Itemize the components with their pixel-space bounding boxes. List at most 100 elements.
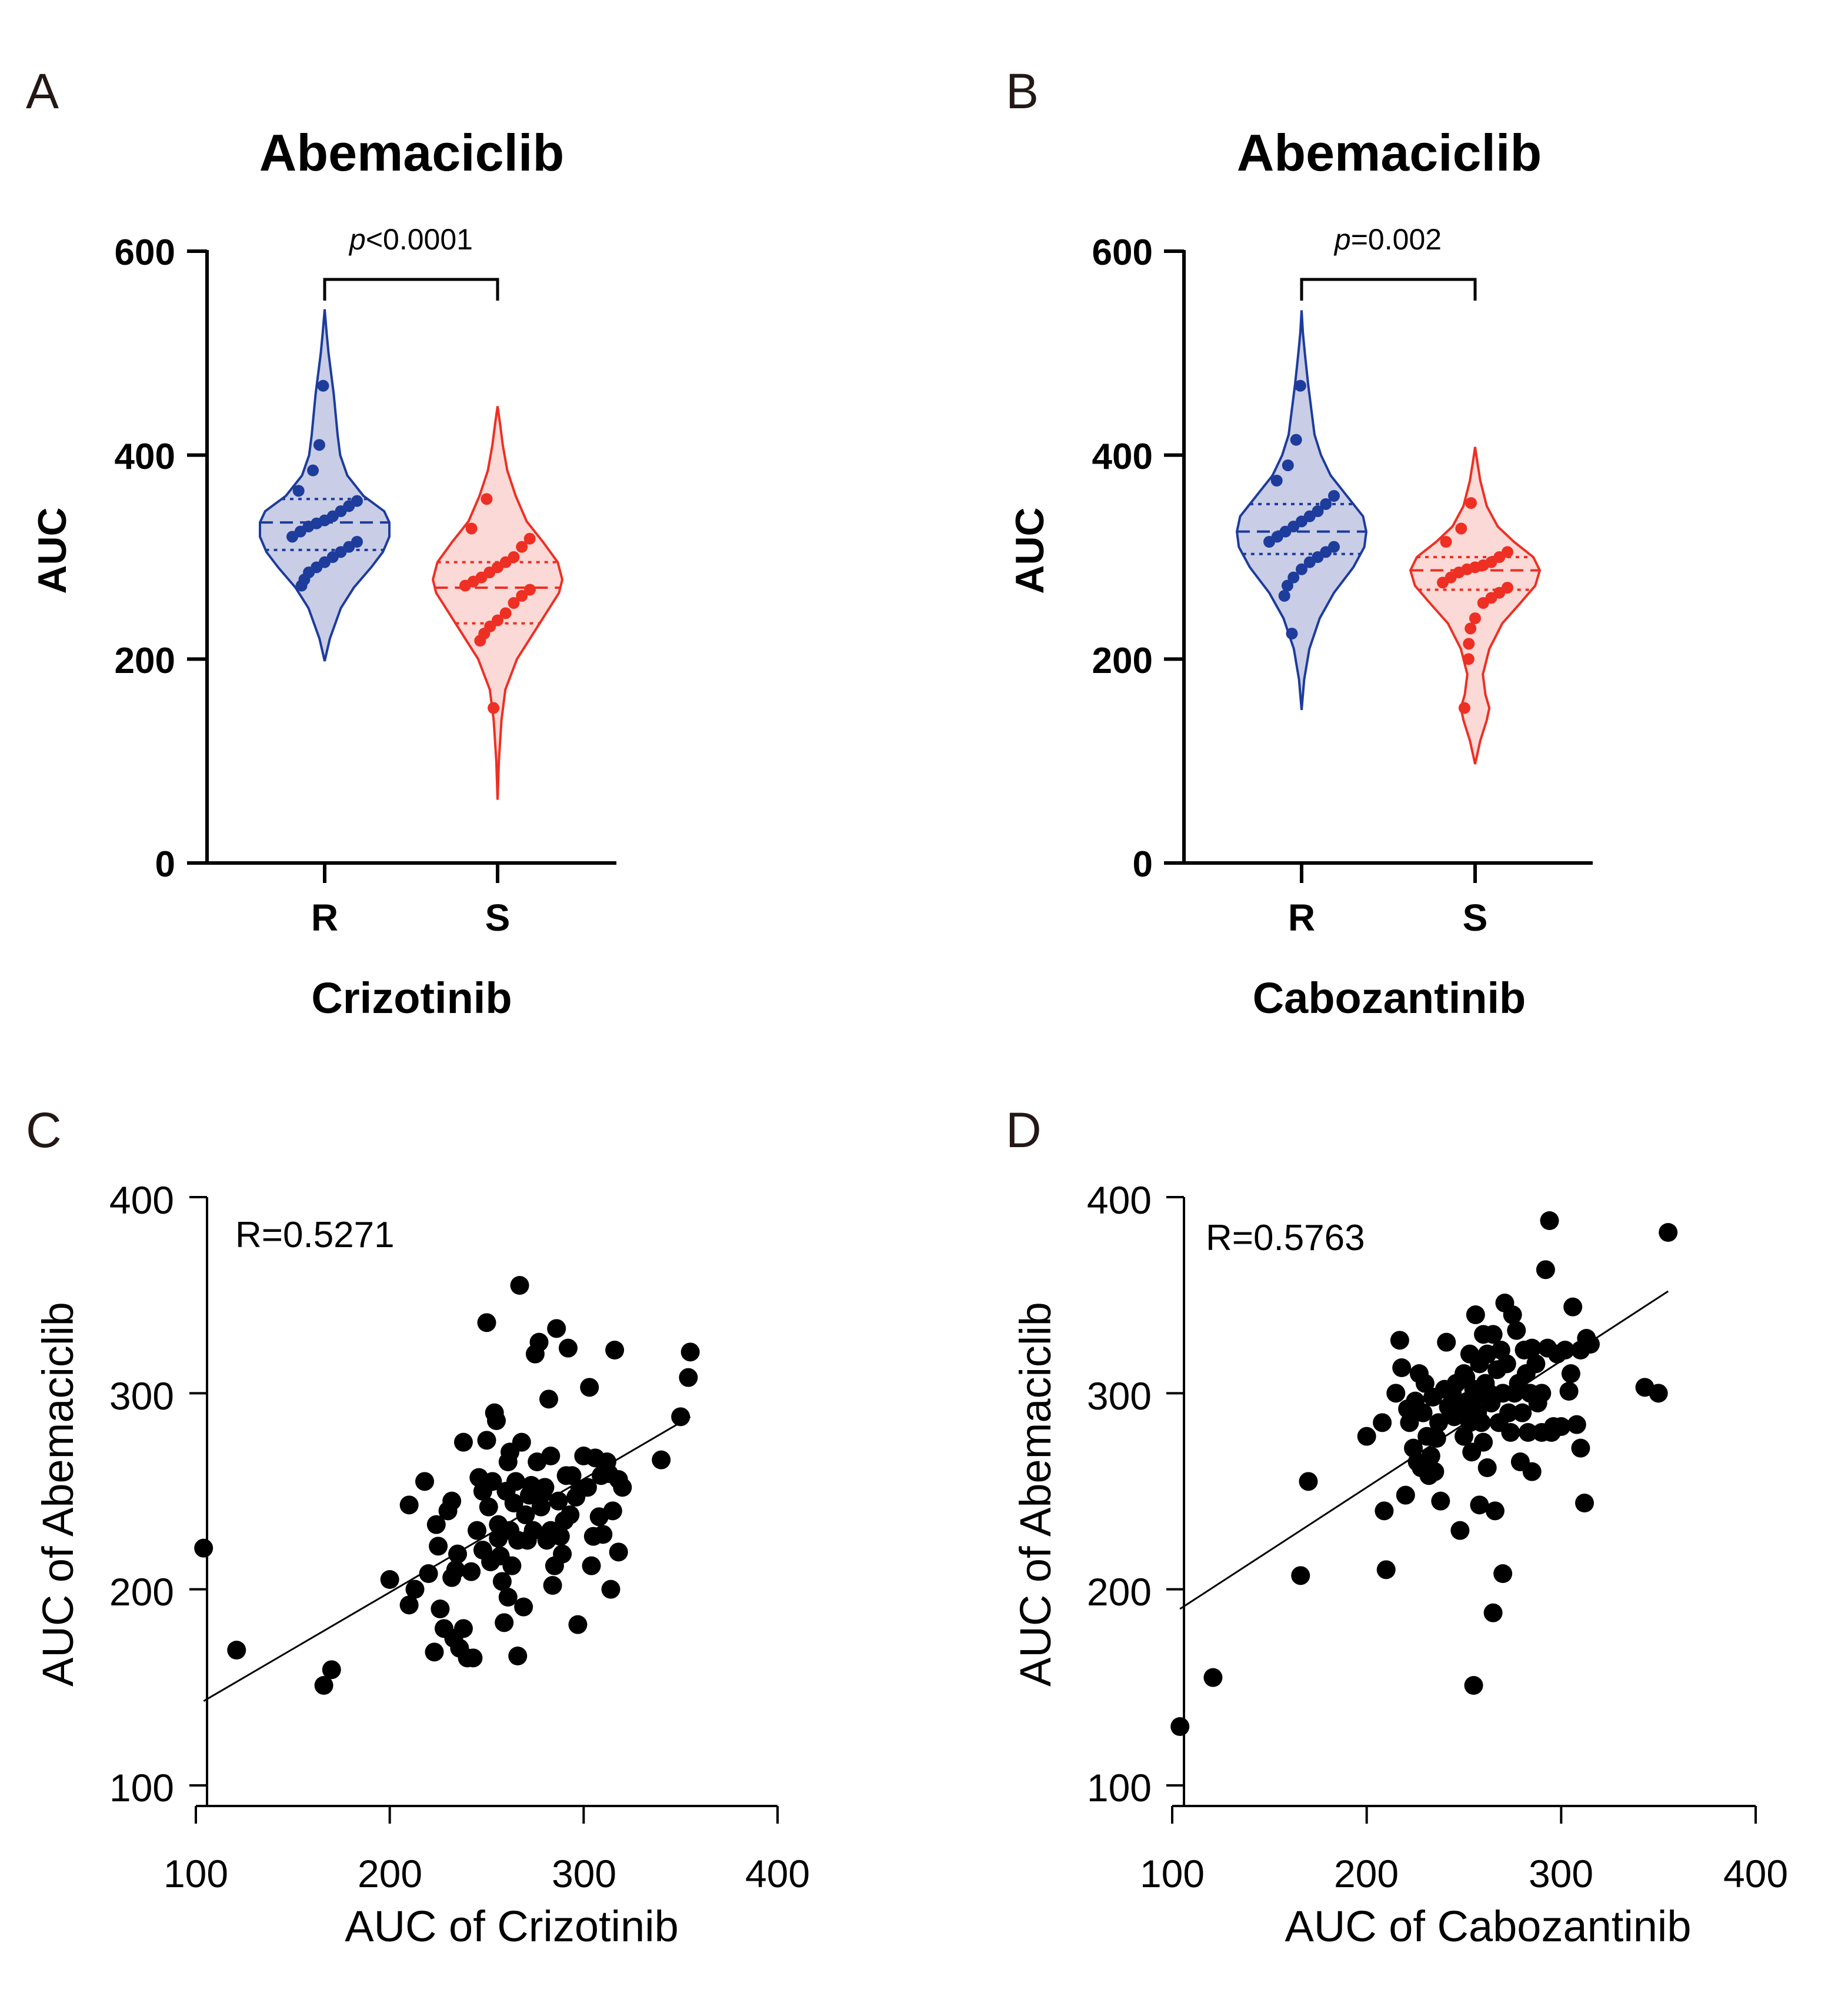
panel-d-point xyxy=(1575,1494,1595,1512)
panel-c-plot xyxy=(189,1196,779,1824)
panel-a-plot xyxy=(187,249,616,883)
panel-d-point xyxy=(1526,1354,1546,1374)
panel-b-violin-r-point xyxy=(1320,498,1332,510)
panel-d-point xyxy=(1552,1417,1571,1436)
panel-d-xtick-400: 400 xyxy=(1723,1852,1788,1895)
panel-b-violin-r-point xyxy=(1312,505,1324,517)
panel-b-violin-s-point xyxy=(1463,638,1475,650)
panel-d-point xyxy=(1299,1472,1318,1491)
panel-b-violin-r-point xyxy=(1270,475,1283,486)
panel-c-point xyxy=(580,1378,599,1397)
panel-d-point xyxy=(1499,1403,1519,1422)
panel-b-violin-s-point xyxy=(1440,536,1452,548)
panel-d-point xyxy=(1474,1432,1493,1452)
panel-c-point xyxy=(462,1562,481,1581)
panel-d-point xyxy=(1415,1374,1435,1393)
panel-d-point xyxy=(1357,1427,1376,1446)
panel-a-ytick-200: 200 xyxy=(115,641,175,681)
panel-c-point xyxy=(453,1619,473,1638)
panel-d-xtick-200: 200 xyxy=(1334,1852,1399,1895)
panel-c-point xyxy=(504,1494,523,1512)
panel-c-ylabel: AUC of Abemaciclib xyxy=(34,1302,82,1687)
panel-c-point xyxy=(561,1505,580,1524)
panel-d-point xyxy=(1536,1260,1555,1279)
panel-c-point xyxy=(609,1542,628,1562)
panel-a-xcat-s: S xyxy=(485,897,511,939)
panel-d-point xyxy=(1450,1521,1470,1540)
panel-d-point xyxy=(1466,1305,1485,1324)
panel-b-plot xyxy=(1164,249,1593,883)
panel-c-point xyxy=(553,1544,572,1564)
panel-d-point xyxy=(1561,1364,1580,1383)
panel-b-violin-s-point xyxy=(1465,622,1477,635)
panel-c-point xyxy=(516,1505,535,1524)
panel-d-point xyxy=(1425,1462,1445,1481)
panel-d-point xyxy=(1392,1358,1412,1377)
panel-d-point xyxy=(1503,1305,1522,1324)
panel-d-point xyxy=(1567,1415,1586,1434)
panel-d-point xyxy=(1427,1429,1446,1448)
panel-a-pvalue: p<0.0001 xyxy=(348,223,473,256)
panel-a-ytick-400: 400 xyxy=(115,436,175,477)
panel-a-significance-bracket xyxy=(323,278,499,301)
panel-d-point xyxy=(1396,1485,1415,1505)
panel-b-ylabel: AUC xyxy=(1008,507,1052,594)
panel-d-xlabel: AUC of Cabozantinib xyxy=(1285,1902,1691,1951)
panel-d-point xyxy=(1291,1566,1310,1585)
panel-b-violin-s-point xyxy=(1465,497,1477,509)
panel-c-point xyxy=(582,1556,601,1575)
panel-c-point xyxy=(446,1560,465,1580)
panel-b-violin-s-point xyxy=(1458,702,1470,714)
panel-c-point xyxy=(425,1642,444,1662)
panel-c-point xyxy=(498,1588,518,1607)
panel-d-point xyxy=(1373,1413,1392,1432)
panel-c-point xyxy=(431,1600,450,1618)
panel-a-violin-s-point xyxy=(492,614,503,627)
panel-c-point xyxy=(508,1647,528,1665)
panel-d-point xyxy=(1203,1668,1223,1687)
panel-d-xtick-100: 100 xyxy=(1140,1852,1205,1895)
panel-c-point xyxy=(558,1338,578,1358)
panel-c: AUC of Abemaciclib AUC of Crizotinib R=0… xyxy=(34,1178,810,1951)
panel-c-point xyxy=(613,1478,632,1497)
panel-b-violin-r-point xyxy=(1328,541,1340,553)
panel-c-point xyxy=(495,1613,514,1632)
panel-d-point xyxy=(1483,1325,1503,1344)
panel-d-ytick-400: 400 xyxy=(1087,1178,1152,1222)
panel-c-point xyxy=(510,1276,529,1295)
panel-d-r-label: R=0.5763 xyxy=(1206,1218,1365,1258)
panel-d-point xyxy=(1555,1341,1575,1359)
panel-c-point xyxy=(547,1319,566,1338)
panel-a-violin-s-point xyxy=(516,589,528,602)
panel-c-point xyxy=(429,1537,448,1556)
panel-b-violin-s-point xyxy=(1455,522,1467,535)
panel-b-ytick-400: 400 xyxy=(1092,436,1153,477)
panel-d-point xyxy=(1659,1223,1678,1242)
panel-b-ytick-600: 600 xyxy=(1092,232,1153,273)
panel-d-point xyxy=(1429,1413,1449,1432)
panel-a-p-text: <0.0001 xyxy=(366,223,473,256)
panel-c-point xyxy=(227,1641,246,1660)
panel-c-point xyxy=(679,1368,698,1387)
panel-b-violin-r-point xyxy=(1296,563,1307,575)
panel-b-xcat-s: S xyxy=(1463,897,1488,939)
panel-letter-c: C xyxy=(26,1102,62,1158)
panel-a-xlabel: Crizotinib xyxy=(311,974,512,1022)
panel-c-point xyxy=(479,1497,498,1517)
panel-b-violin-s-point xyxy=(1469,612,1481,624)
panel-c-point xyxy=(322,1660,341,1680)
panel-d-point xyxy=(1413,1403,1433,1422)
panel-letter-d: D xyxy=(1006,1102,1042,1158)
panel-c-xtick-400: 400 xyxy=(745,1852,810,1895)
panel-b-violin-r-point xyxy=(1286,628,1298,639)
panel-b-p-text: =0.002 xyxy=(1351,223,1442,256)
panel-d-point xyxy=(1483,1603,1503,1622)
panel-d-point xyxy=(1375,1501,1394,1521)
panel-c-ytick-300: 300 xyxy=(109,1374,174,1418)
panel-d-point xyxy=(1501,1423,1520,1442)
panel-a-violin-r-point xyxy=(313,439,325,451)
panel-d-ylabel: AUC of Abemaciclib xyxy=(1011,1302,1060,1687)
panel-b-violin-r-point xyxy=(1281,579,1293,592)
